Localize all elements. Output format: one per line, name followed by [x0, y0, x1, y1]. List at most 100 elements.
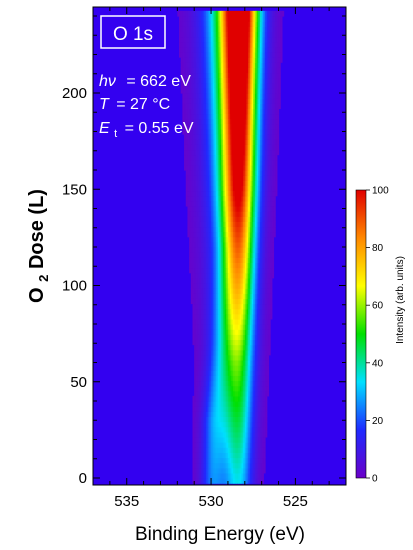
heatmap-cell: [206, 457, 209, 464]
heatmap-cell: [214, 411, 217, 417]
heatmap-cell: [265, 411, 268, 417]
heatmap-cell: [246, 426, 249, 433]
heatmap-cell: [273, 221, 276, 228]
heatmap-cell: [261, 175, 264, 181]
heatmap-cell: [256, 308, 259, 315]
heatmap-cell: [266, 211, 270, 217]
heatmap-cell: [212, 154, 216, 161]
heatmap-cell: [256, 447, 259, 453]
heatmap-cell: [238, 51, 241, 58]
heatmap-cell: [258, 82, 261, 89]
heatmap-cell: [206, 123, 209, 130]
heatmap-cell: [261, 149, 264, 156]
heatmap-cell: [241, 211, 244, 217]
heatmap-cell: [194, 128, 197, 135]
heatmap-cell: [268, 26, 271, 32]
heatmap-cell: [222, 21, 226, 27]
heatmap-cell: [265, 365, 268, 371]
heatmap-cell: [194, 247, 197, 253]
heatmap-cell: [192, 334, 195, 340]
heatmap-cell: [239, 123, 243, 130]
heatmap-cell: [206, 272, 209, 279]
heatmap-cell: [197, 170, 200, 176]
heatmap-cell: [217, 303, 221, 310]
heatmap-cell: [229, 159, 232, 166]
heatmap-cell: [253, 211, 256, 217]
heatmap-cell: [224, 298, 227, 305]
heatmap-cell: [214, 262, 217, 269]
heatmap-cell: [234, 277, 237, 284]
heatmap-cell: [234, 26, 237, 32]
heatmap-cell: [271, 241, 275, 248]
heatmap-cell: [241, 406, 244, 412]
heatmap-cell: [194, 375, 197, 382]
heatmap-cell: [202, 385, 205, 392]
heatmap-cell: [244, 144, 248, 151]
heatmap-cell: [206, 26, 209, 32]
heatmap-cell: [270, 77, 273, 84]
heatmap-cell: [263, 123, 266, 130]
heatmap-cell: [199, 200, 202, 207]
heatmap-cell: [219, 175, 222, 181]
heatmap-cell: [216, 190, 219, 197]
heatmap-cell: [243, 41, 246, 48]
heatmap-cell: [261, 288, 264, 294]
heatmap-cell: [189, 267, 192, 274]
heatmap-cell: [246, 359, 249, 366]
heatmap-cell: [271, 231, 275, 238]
heatmap-cell: [265, 416, 268, 423]
heatmap-cell: [192, 303, 195, 310]
heatmap-cell: [185, 62, 189, 68]
heatmap-cell: [192, 462, 195, 469]
heatmap-cell: [238, 170, 241, 176]
heatmap-cell: [219, 164, 222, 171]
heatmap-cell: [219, 226, 222, 233]
heatmap-cell: [207, 457, 210, 464]
heatmap-cell: [239, 36, 243, 43]
heatmap-cell: [202, 108, 205, 115]
heatmap-cell: [246, 457, 249, 464]
heatmap-cell: [258, 231, 261, 238]
heatmap-cell: [236, 247, 239, 253]
heatmap-cell: [219, 26, 222, 32]
heatmap-cell: [231, 211, 234, 217]
heatmap-cell: [185, 41, 189, 48]
heatmap-cell: [263, 431, 266, 438]
heatmap-cell: [266, 282, 270, 289]
heatmap-cell: [217, 431, 221, 438]
heatmap-cell: [185, 128, 189, 135]
heatmap-cell: [194, 354, 197, 361]
heatmap-cell: [222, 205, 226, 212]
heatmap-cell: [199, 411, 202, 417]
heatmap-cell: [199, 354, 202, 361]
heatmap-cell: [259, 175, 263, 181]
heatmap-cell: [211, 452, 214, 459]
heatmap-cell: [199, 77, 202, 84]
heatmap-cell: [182, 113, 185, 120]
heatmap-cell: [256, 359, 259, 366]
heatmap-cell: [249, 272, 253, 279]
heatmap-cell: [249, 447, 253, 453]
heatmap-cell: [238, 108, 241, 115]
heatmap-cell: [232, 41, 236, 48]
heatmap-cell: [194, 380, 197, 387]
heatmap-cell: [248, 313, 251, 320]
heatmap-cell: [207, 46, 210, 53]
heatmap-cell: [232, 247, 236, 253]
heatmap-cell: [194, 478, 197, 484]
heatmap-cell: [253, 365, 256, 371]
heatmap-cell: [212, 118, 216, 125]
heatmap-cell: [238, 447, 241, 453]
heatmap-cell: [207, 324, 210, 330]
heatmap-cell: [212, 401, 216, 407]
heatmap-cell: [261, 211, 264, 217]
heatmap-cell: [251, 267, 254, 274]
heatmap-cell: [263, 344, 266, 351]
heatmap-cell: [249, 226, 253, 233]
heatmap-cell: [254, 288, 258, 294]
heatmap-cell: [241, 272, 244, 279]
heatmap-cell: [263, 221, 266, 228]
heatmap-cell: [184, 144, 187, 151]
heatmap-cell: [197, 164, 200, 171]
heatmap-cell: [276, 118, 280, 125]
